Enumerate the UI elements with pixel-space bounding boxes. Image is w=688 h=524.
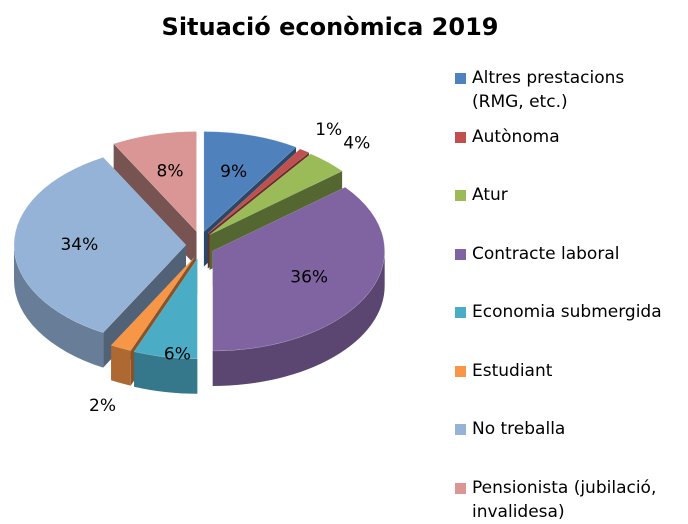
legend-swatch [455,307,466,318]
legend-item: Estudiant [455,359,685,418]
legend-swatch [455,248,466,260]
slice [207,148,310,234]
legend-swatch [455,73,466,84]
legend-item: Autònoma [455,125,685,184]
slice [13,157,187,333]
pie [13,131,385,394]
slice-wall [14,245,104,368]
legend-label: No treballa [472,419,566,439]
legend-item: No treballa [455,417,685,476]
legend: Altres prestacions (RMG, etc.) Autònoma At… [455,66,685,524]
slice-wall [111,345,131,386]
data-label: 4% [343,134,370,154]
legend-label: Altres prestacions (RMG, etc.) [472,68,625,112]
slice [209,153,343,236]
legend-swatch [455,424,466,435]
slice-wall [134,351,198,394]
legend-swatch [455,482,466,494]
chart-title: Situació econòmica 2019 [162,13,499,41]
data-label: 1% [315,120,342,140]
slice [203,131,297,233]
legend-label: Atur [472,185,508,205]
slice [133,257,198,360]
legend-label: Economia submergida [472,302,662,322]
slice [110,257,195,351]
data-label: 6% [164,345,191,365]
legend-item: Contracte laboral [455,242,685,301]
data-label: 8% [157,161,184,181]
data-label: 9% [220,162,247,182]
legend-label: Pensionista (jubilació, invalidesa) [472,477,657,522]
legend-item: Pensionista (jubilació, invalidesa) [455,476,685,524]
legend-swatch [455,365,466,377]
legend-item: Atur [455,183,685,242]
slice [113,131,197,233]
legend-label: Estudiant [472,360,553,381]
legend-label: Contracte laboral [472,243,620,264]
data-label: 2% [89,396,116,416]
data-label: 36% [290,267,328,287]
legend-swatch [455,131,466,143]
legend-item: Economia submergida [455,300,685,359]
data-label: 34% [60,235,98,255]
legend-swatch [455,190,466,201]
legend-item: Altres prestacions (RMG, etc.) [455,66,685,125]
slice-side [111,257,195,381]
legend-label: Autònoma [472,126,560,147]
slice [212,186,385,352]
data-labels: 9% 1%4% 36% 6% 2% 34% 8% [60,120,370,416]
slice-wall [212,250,385,386]
